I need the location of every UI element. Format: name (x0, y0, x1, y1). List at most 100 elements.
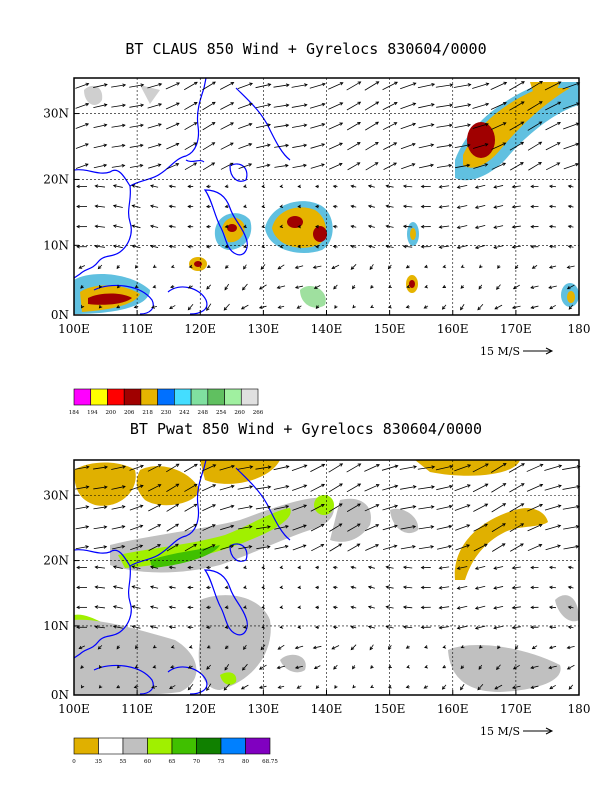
wind-vector (403, 225, 413, 228)
wind-vector-head (413, 465, 417, 469)
wind-vector (454, 124, 471, 128)
lon-tick-label: 160E (437, 322, 469, 336)
wind-vector-head (338, 543, 343, 547)
wind-vector (350, 264, 357, 270)
wind-vector-head (139, 484, 144, 489)
wind-vector-head (80, 665, 84, 669)
wind-vector (95, 185, 106, 188)
wind-vector-head (333, 666, 337, 670)
wind-vector (166, 463, 180, 473)
wind-vector-head (339, 483, 343, 487)
lon-tick-label: 150E (374, 702, 406, 716)
wind-vector (238, 163, 252, 170)
wind-vector-head (456, 566, 461, 570)
wind-vector (220, 122, 234, 130)
wind-vector-head (357, 483, 362, 487)
colorbar-label: 184 (69, 410, 80, 416)
wind-vector (473, 543, 488, 552)
wind-vector-head (243, 265, 247, 270)
wind-vector-head (411, 163, 416, 167)
wind-vector-head (530, 184, 534, 189)
wind-vector-head (387, 265, 392, 270)
wind-vector (166, 523, 179, 532)
wind-vector-head (122, 485, 126, 489)
wind-vector (368, 205, 375, 208)
wind-vector-head (423, 685, 428, 689)
wind-vector (148, 504, 161, 512)
wind-vector (255, 506, 271, 510)
wind-vector (206, 284, 212, 290)
wind-vector-head (320, 523, 325, 528)
wind-vector (147, 83, 162, 89)
claus-colorbar: 184 194 200 206 218 230 242 248 254 260 266 (69, 388, 264, 416)
colorbar-swatch (123, 388, 142, 406)
wind-vector (475, 625, 486, 629)
wind-vector (368, 245, 375, 248)
wind-vector (331, 264, 340, 269)
wind-vector (147, 144, 162, 149)
colorbar-swatch (207, 388, 225, 406)
wind-vector (386, 225, 394, 228)
wind-vector-head (467, 83, 472, 87)
wind-vector-head (394, 504, 399, 509)
wind-vector (184, 503, 197, 512)
wind-vector-head (412, 505, 417, 509)
wind-vector-head (150, 565, 154, 569)
wind-vector-head (277, 646, 282, 650)
wind-vector-head (206, 666, 210, 670)
wind-vector-head (302, 544, 307, 548)
wind-vector (223, 303, 230, 311)
wind-vector-head (276, 285, 281, 290)
wind-vector-head (438, 605, 443, 610)
wind-vector (93, 466, 108, 470)
wind-vector-head (285, 163, 289, 168)
wind-vector-head (279, 625, 284, 629)
wind-vector-head (224, 605, 229, 609)
wind-vector-head (557, 121, 561, 126)
wind-vector-head (313, 285, 318, 289)
wind-vector-head (193, 523, 198, 528)
wind-vector (400, 82, 416, 90)
wind-vector-head (520, 162, 524, 166)
wind-vector (512, 566, 521, 569)
wind-vector-head (122, 465, 127, 469)
wind-vector-head (261, 565, 266, 569)
wind-vector-head (367, 565, 372, 570)
wind-vector-head (420, 224, 425, 229)
wind-vector (150, 626, 159, 629)
wind-vector-head (460, 306, 464, 311)
wind-vector-head (175, 463, 180, 467)
wind-vector-head (474, 586, 479, 590)
wind-vector-head (467, 103, 472, 107)
wind-vector-head (249, 465, 254, 469)
colorbar-swatch (174, 388, 192, 406)
wind-vector-head (393, 544, 398, 549)
wind-vector-head (438, 566, 443, 570)
wind-vector-head (231, 464, 235, 469)
wind-vector-head (315, 305, 320, 309)
wind-vector (365, 162, 379, 171)
wind-vector (491, 503, 506, 513)
wind-vector (328, 503, 343, 513)
wind-vector (313, 645, 322, 649)
wind-vector-head (116, 684, 120, 689)
wind-vector-head (493, 205, 498, 209)
wind-vector (364, 524, 379, 532)
wind-vector-head (352, 665, 356, 670)
wind-vector-head (467, 484, 471, 488)
wind-vector (544, 81, 561, 91)
wind-vector (351, 626, 357, 629)
wind-vector-head (224, 666, 228, 671)
wind-vector (256, 164, 270, 169)
wind-vector (202, 524, 216, 531)
wind-vector (400, 506, 416, 510)
wind-vector-head (151, 305, 155, 309)
wind-vector-head (539, 463, 544, 468)
wind-vector-head (85, 525, 90, 529)
wind-vector (93, 104, 107, 108)
wind-vector-head (388, 664, 392, 669)
claus-gridlines (74, 78, 579, 315)
wind-vector (545, 122, 561, 131)
wind-vector (418, 526, 434, 530)
wind-vector-head (121, 545, 126, 549)
